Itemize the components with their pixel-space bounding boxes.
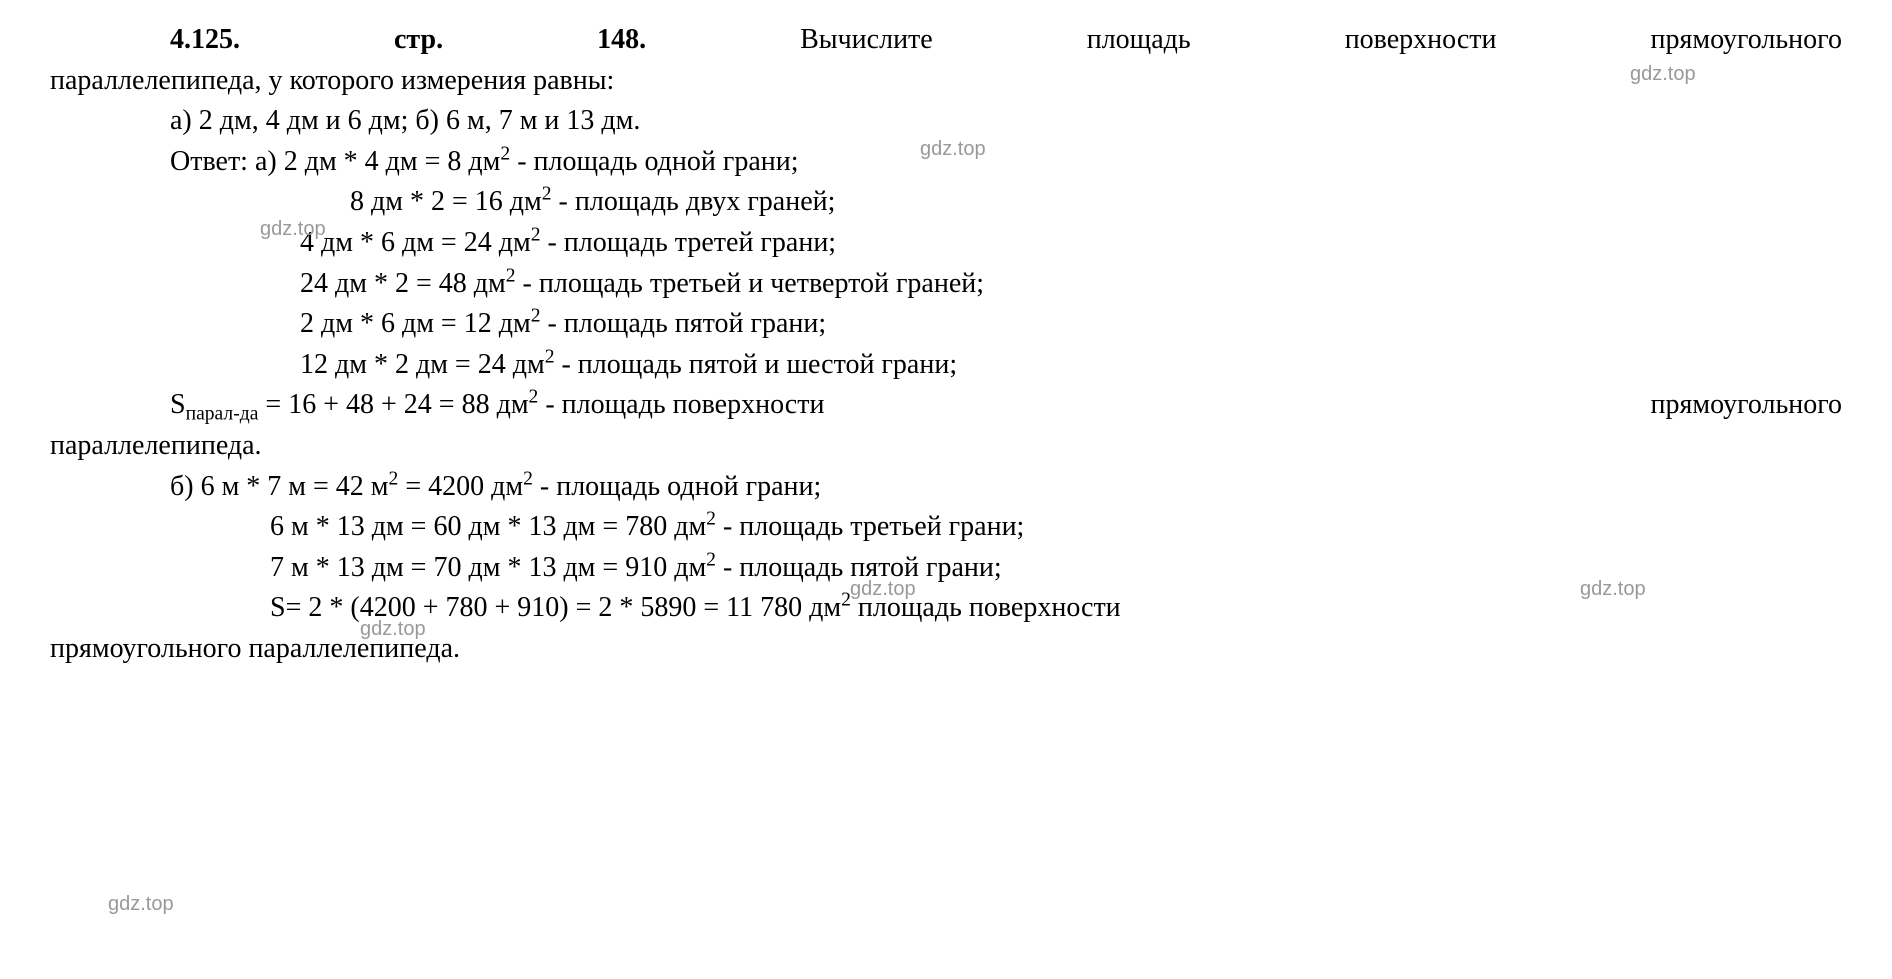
result-a-line-1: Sпарал-да = 16 + 48 + 24 = 88 дм2 - площ… [50, 385, 1842, 426]
result-a-mid2-p1: - площадь поверхности [538, 389, 824, 420]
calc-b-1-suffix: - площадь одной грани; [533, 471, 821, 502]
calc-b-3-line: 7 м * 13 дм = 70 дм * 13 дм = 910 дм2 - … [50, 548, 1842, 589]
sup-2: 2 [706, 549, 716, 570]
result-b-line-2: прямоугольного параллелепипеда. [50, 629, 1842, 670]
problem-line-1: 4.125. стр. 148. Вычислите площадь повер… [50, 20, 1842, 61]
answer-a-line-1: Ответ: а) 2 дм * 4 дм = 8 дм2 - площадь … [50, 142, 1842, 183]
calc-a-4: 24 дм * 2 = 48 дм [300, 268, 506, 299]
problem-number: 4.125. [170, 24, 240, 55]
calc-a-6-line: 12 дм * 2 дм = 24 дм2 - площадь пятой и … [50, 345, 1842, 386]
calc-b-1: б) 6 м * 7 м = 42 м [170, 471, 389, 502]
answer-a-1-text: Ответ: а) 2 дм * 4 дм = 8 дм [170, 146, 500, 177]
sup-2: 2 [531, 306, 541, 327]
calc-b-3: 7 м * 13 дм = 70 дм * 13 дм = 910 дм [270, 552, 706, 583]
calc-b-2-line: 6 м * 13 дм = 60 дм * 13 дм = 780 дм2 - … [50, 507, 1842, 548]
calc-a-2-suffix: - площадь двух граней; [552, 186, 836, 217]
calc-b-1-mid: = 4200 дм [398, 471, 523, 502]
result-a-prefix: S [170, 389, 186, 420]
page-ref: стр. [394, 24, 443, 55]
calc-a-6-suffix: - площадь пятой и шестой грани; [554, 349, 957, 380]
q-word-3: поверхности [1345, 20, 1497, 61]
calc-a-5-suffix: - площадь пятой грани; [540, 308, 826, 339]
result-b-suffix: площадь поверхности [851, 592, 1121, 623]
result-b-prefix: S= 2 * (4200 + 780 + 910) = 2 * 5890 = 1… [270, 592, 841, 623]
calc-a-4-line: 24 дм * 2 = 48 дм2 - площадь третьей и ч… [50, 264, 1842, 305]
calc-a-4-suffix: - площадь третьей и четвертой граней; [516, 268, 985, 299]
calc-b-1-line: б) 6 м * 7 м = 42 м2 = 4200 дм2 - площад… [50, 467, 1842, 508]
page-num: 148. [597, 24, 646, 55]
sup-2: 2 [542, 184, 552, 205]
calc-a-5-line: 2 дм * 6 дм = 12 дм2 - площадь пятой гра… [50, 304, 1842, 345]
problem-line-2: параллелепипеда, у которого измерения ра… [50, 61, 1842, 102]
watermark-text: gdz.top [108, 890, 174, 919]
sup-2: 2 [531, 225, 541, 246]
q-word-4: прямоугольного [1651, 20, 1842, 61]
sup-2: 2 [706, 509, 716, 530]
result-a-line-2: параллелепипеда. [50, 426, 1842, 467]
calc-a-3: 4 дм * 6 дм = 24 дм [300, 227, 531, 258]
calc-a-5: 2 дм * 6 дм = 12 дм [300, 308, 531, 339]
calc-a-6: 12 дм * 2 дм = 24 дм [300, 349, 545, 380]
sup-2: 2 [523, 468, 533, 489]
result-a-mid2-p2: прямоугольного [1651, 385, 1842, 426]
sup-2: 2 [506, 265, 516, 286]
calc-b-2-suffix: - площадь третьей грани; [716, 511, 1024, 542]
solution-content: 4.125. стр. 148. Вычислите площадь повер… [50, 20, 1842, 670]
result-a-mid1: = 16 + 48 + 24 = 88 дм [258, 389, 528, 420]
sup-2: 2 [841, 590, 851, 611]
q-word-2: площадь [1087, 20, 1191, 61]
variants-line: а) 2 дм, 4 дм и 6 дм; б) 6 м, 7 м и 13 д… [50, 101, 1842, 142]
calc-a-3-line: 4 дм * 6 дм = 24 дм2 - площадь третей гр… [50, 223, 1842, 264]
calc-a-2: 8 дм * 2 = 16 дм [350, 186, 542, 217]
sup-2: 2 [389, 468, 399, 489]
calc-b-3-suffix: - площадь пятой грани; [716, 552, 1002, 583]
result-a-sub: парал-да [186, 404, 259, 425]
calc-a-3-suffix: - площадь третей грани; [540, 227, 836, 258]
sup-2: 2 [500, 143, 510, 164]
calc-b-2: 6 м * 13 дм = 60 дм * 13 дм = 780 дм [270, 511, 706, 542]
calc-a-2-line: 8 дм * 2 = 16 дм2 - площадь двух граней; [50, 182, 1842, 223]
q-word-1: Вычислите [800, 20, 933, 61]
answer-a-1-suffix: - площадь одной грани; [510, 146, 798, 177]
result-b-line-1: S= 2 * (4200 + 780 + 910) = 2 * 5890 = 1… [50, 588, 1842, 629]
sup-2: 2 [529, 387, 539, 408]
sup-2: 2 [545, 346, 555, 367]
